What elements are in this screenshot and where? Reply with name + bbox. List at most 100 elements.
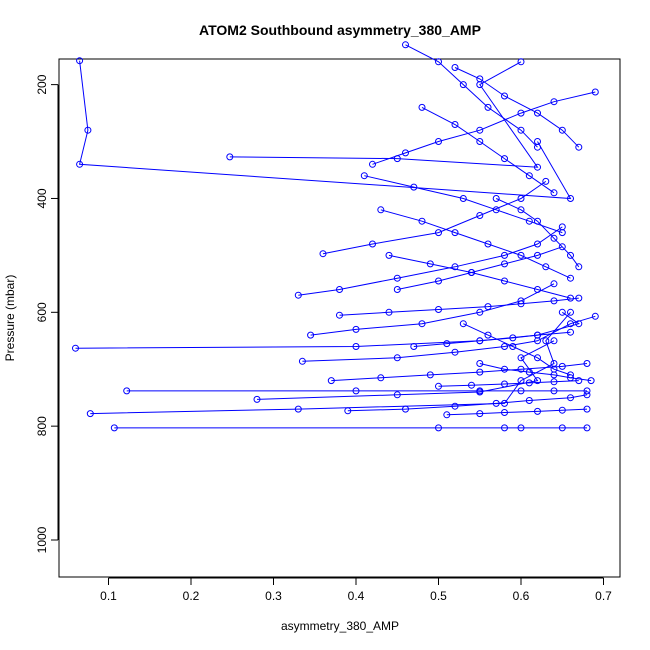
data-point: [567, 195, 574, 202]
data-point: [575, 320, 583, 328]
data-point: [583, 405, 591, 413]
data-point: [501, 343, 508, 350]
data-point: [567, 320, 574, 328]
data-point: [385, 251, 393, 259]
data-point: [451, 263, 459, 271]
data-point: [393, 286, 401, 293]
x-tick-label: 0.7: [595, 589, 612, 603]
data-point: [534, 240, 541, 248]
data-point: [591, 88, 599, 96]
data-point: [426, 260, 434, 268]
data-point: [298, 357, 306, 365]
data-point: [567, 371, 574, 379]
series-line: [331, 363, 588, 382]
y-tick-label: 1000: [35, 526, 49, 553]
data-point: [435, 138, 442, 145]
data-point: [558, 362, 566, 370]
data-point: [336, 311, 343, 319]
data-point: [451, 121, 459, 128]
data-point: [501, 155, 508, 163]
data-point: [492, 206, 500, 214]
data-point: [550, 378, 558, 386]
plot-frame: [58, 58, 621, 578]
data-point: [501, 365, 508, 373]
data-point: [517, 126, 525, 134]
data-point: [327, 377, 335, 385]
x-axis: 0.1 0.2 0.3 0.4 0.5 0.6 0.7: [100, 577, 612, 603]
data-point: [558, 126, 566, 134]
series-line: [413, 331, 571, 347]
data-point: [76, 160, 84, 168]
data-point: [501, 260, 508, 268]
series-line: [347, 394, 588, 412]
data-point: [476, 126, 484, 134]
series-line: [78, 60, 572, 200]
data-point: [426, 371, 434, 379]
data-point: [76, 57, 84, 65]
series-line: [495, 198, 580, 268]
data-point: [435, 277, 442, 285]
data-point: [550, 365, 558, 373]
data-point: [517, 206, 525, 214]
data-point: [476, 308, 484, 316]
series-line: [397, 246, 563, 290]
data-point: [319, 250, 327, 258]
data-point: [451, 229, 459, 237]
y-tick-label: 400: [35, 188, 49, 208]
y-tick-label: 600: [35, 302, 49, 322]
data-point: [583, 360, 591, 367]
data-point: [418, 217, 426, 225]
data-point: [567, 328, 574, 336]
x-tick-label: 0.6: [513, 589, 530, 603]
data-point: [534, 163, 541, 171]
x-tick-label: 0.4: [348, 589, 365, 603]
series-line: [302, 315, 596, 362]
data-point: [459, 81, 467, 89]
data-point: [402, 149, 409, 157]
data-point: [418, 320, 426, 328]
data-point: [385, 308, 393, 316]
data-point: [377, 374, 385, 382]
x-tick-label: 0.3: [265, 589, 282, 603]
series-line: [339, 297, 579, 316]
series-line: [310, 283, 555, 336]
data-point: [492, 195, 500, 202]
data-point: [501, 409, 508, 416]
data-point: [534, 109, 541, 117]
data-point: [567, 308, 574, 316]
data-point: [558, 424, 566, 432]
data-point: [443, 411, 451, 419]
data-point: [451, 402, 459, 410]
data-point: [558, 229, 566, 237]
data-point: [484, 103, 492, 111]
data-point: [517, 58, 525, 66]
data-point: [583, 424, 591, 432]
series-line: [454, 67, 580, 148]
data-point: [352, 325, 360, 333]
y-tick-label: 200: [35, 74, 49, 94]
data-point: [575, 263, 583, 271]
data-point: [501, 92, 508, 100]
data-point: [567, 274, 574, 282]
series-line: [446, 408, 588, 416]
series-line: [372, 91, 596, 165]
chart-title: ATOM2 Southbound asymmetry_380_AMP: [199, 22, 481, 38]
data-point: [517, 300, 525, 308]
data-point: [517, 365, 525, 373]
data-point: [435, 382, 442, 390]
data-point: [435, 424, 442, 432]
data-point: [517, 354, 525, 362]
data-point: [468, 381, 475, 389]
data-point: [253, 395, 261, 403]
data-point: [336, 286, 343, 293]
data-point: [459, 195, 467, 202]
data-point: [369, 240, 376, 248]
data-point: [476, 75, 484, 83]
series-line: [364, 175, 563, 234]
y-axis-label: Pressure (mbar): [3, 275, 17, 362]
data-point: [393, 274, 401, 282]
data-point: [542, 337, 550, 345]
data-point: [110, 424, 118, 432]
data-point: [377, 206, 385, 214]
